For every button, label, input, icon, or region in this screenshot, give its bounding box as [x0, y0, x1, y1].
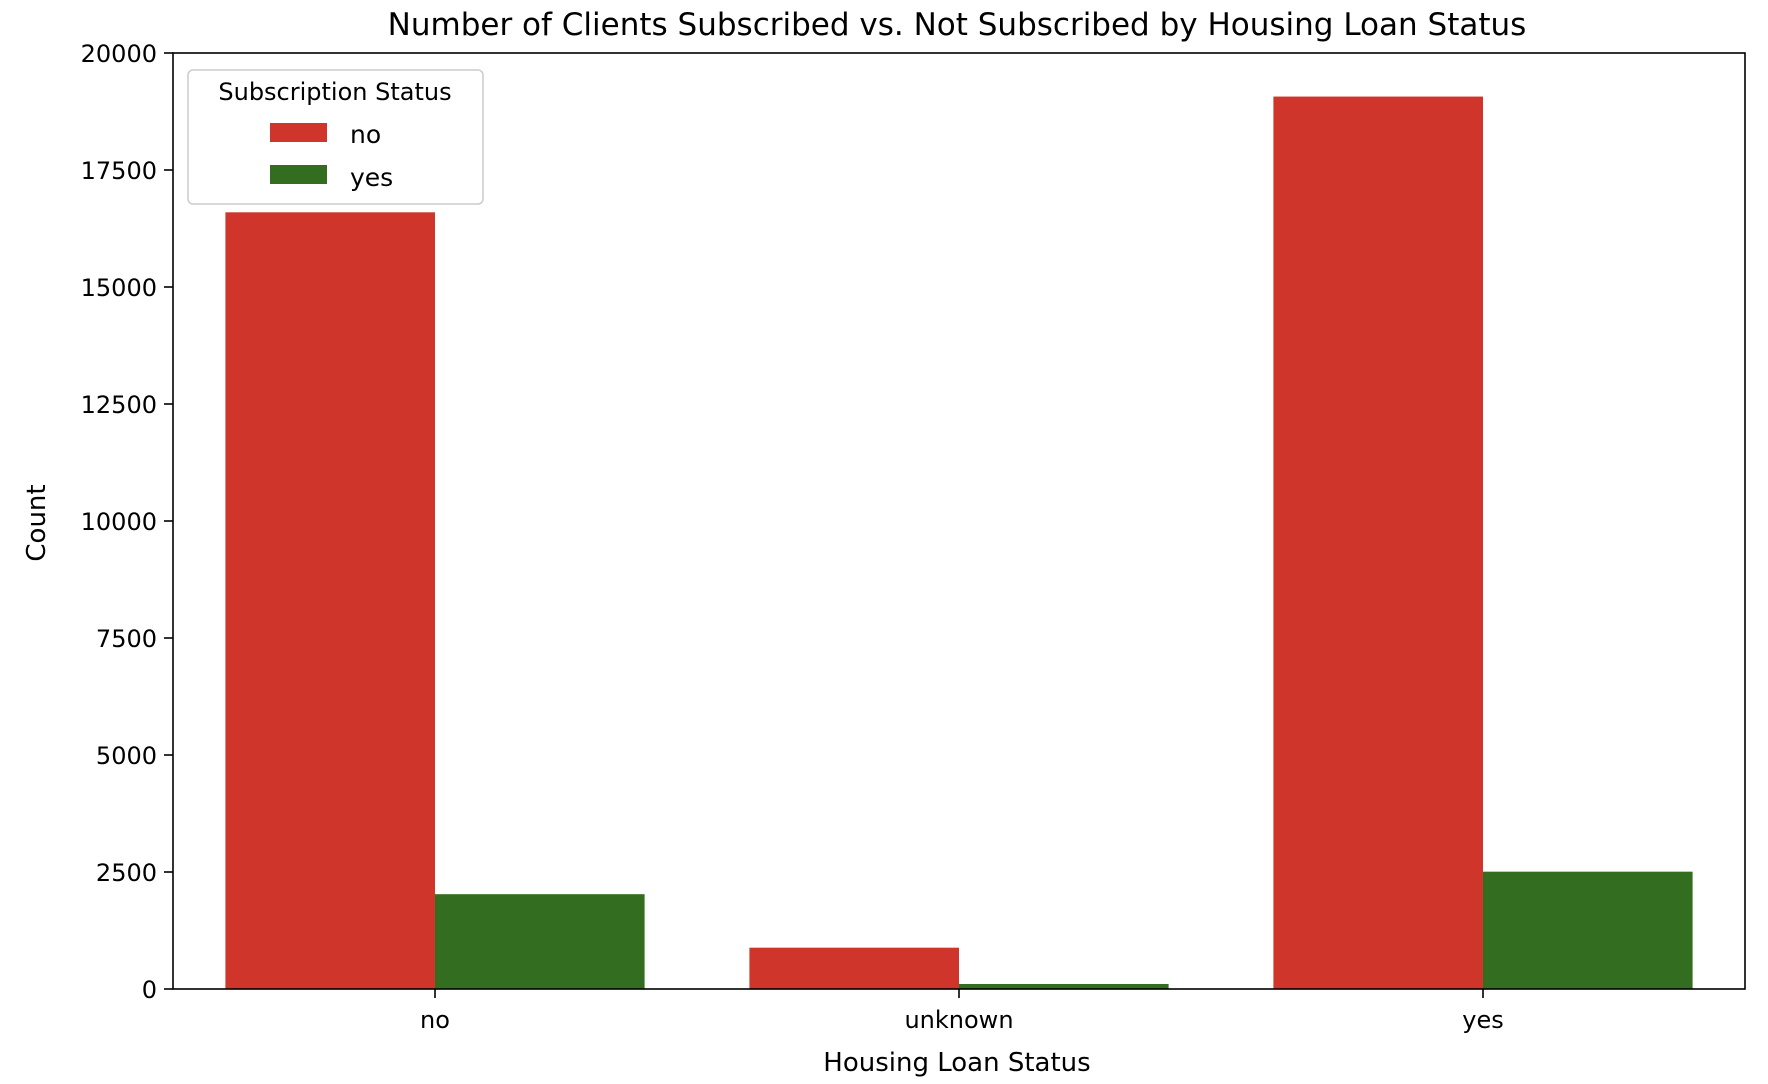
x-tick-label-unknown: unknown	[904, 1006, 1013, 1034]
legend-swatch-no	[270, 123, 327, 142]
y-tick-label: 12500	[81, 391, 157, 419]
bar-yes-yes	[1483, 871, 1693, 989]
y-tick-label: 0	[142, 976, 157, 1004]
legend: Subscription Status no yes	[187, 69, 484, 205]
x-tick-label-no: no	[420, 1006, 450, 1034]
y-tick-label: 20000	[81, 40, 157, 68]
legend-label-no: no	[350, 120, 381, 149]
y-tick-label: 15000	[81, 274, 157, 302]
bar-no-yes	[435, 894, 645, 989]
chart-title: Number of Clients Subscribed vs. Not Sub…	[388, 7, 1527, 43]
legend-title: Subscription Status	[218, 78, 451, 106]
x-tick-label-yes: yes	[1462, 1006, 1503, 1034]
y-tick-label: 7500	[96, 625, 157, 653]
bar-yes-no	[1273, 96, 1483, 989]
plot-frame	[172, 52, 1746, 990]
y-tick-label: 5000	[96, 742, 157, 770]
y-axis-ticks: 0 2500 5000 7500 10000 12500 15000 17500 20000	[81, 40, 173, 1004]
y-tick-label: 17500	[81, 157, 157, 185]
y-tick-label: 10000	[81, 508, 157, 536]
bars	[225, 96, 1693, 990]
x-axis-ticks: no unknown yes	[420, 989, 1504, 1034]
bar-no-no	[225, 212, 435, 990]
legend-swatch-yes	[270, 165, 327, 184]
bar-unknown-no	[749, 947, 959, 989]
bar-unknown-yes	[959, 983, 1169, 989]
legend-label-yes: yes	[350, 163, 393, 192]
y-axis-label: Count	[22, 484, 52, 561]
x-axis-label: Housing Loan Status	[823, 1048, 1090, 1078]
legend-box	[187, 69, 484, 205]
y-tick-label: 2500	[96, 859, 157, 887]
